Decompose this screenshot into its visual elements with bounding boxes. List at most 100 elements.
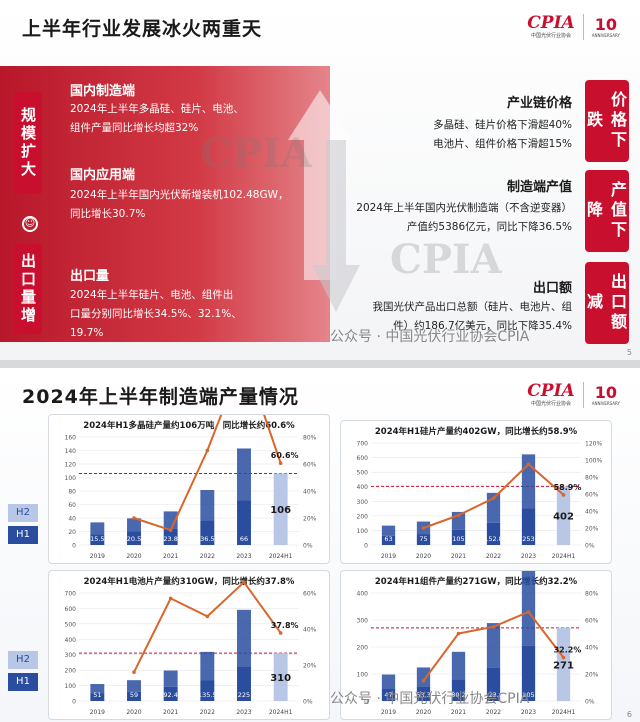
h1-value-label: 75 bbox=[419, 535, 427, 543]
slide-separator bbox=[0, 360, 640, 368]
h1-value-label: 152.8 bbox=[484, 535, 503, 543]
x-tick-label: 2022 bbox=[486, 553, 501, 560]
h1-value-label: 66 bbox=[240, 535, 248, 543]
export-value-drop-label: 出口额减 bbox=[584, 262, 629, 344]
y-tick-label: 0 bbox=[364, 543, 368, 550]
x-tick-label: 2023 bbox=[521, 553, 536, 560]
y2-tick-label: 0% bbox=[303, 699, 313, 706]
bar-h1 bbox=[521, 645, 536, 701]
growth-label: 32.2% bbox=[554, 646, 582, 655]
growth-point bbox=[242, 580, 246, 584]
x-tick-label: 2023 bbox=[236, 553, 251, 560]
h1-value-label: 225 bbox=[238, 691, 250, 699]
x-tick-label: 2021 bbox=[163, 553, 178, 560]
chart-svg: 2024年H1电池片产量约310GW，同比增长约37.8% 0 100 200 300 4… bbox=[65, 576, 317, 716]
h1-value-label: 63 bbox=[384, 535, 392, 543]
cpia-watermark: CPIA bbox=[200, 130, 312, 177]
growth-point bbox=[456, 513, 461, 518]
y-tick-label: 700 bbox=[65, 591, 77, 598]
y2-tick-label: 80% bbox=[585, 591, 599, 598]
x-tick-label: 2019 bbox=[90, 553, 105, 560]
y2-tick-label: 60% bbox=[585, 492, 599, 499]
x-tick-label: 2024H1 bbox=[269, 709, 293, 716]
growth-point bbox=[278, 461, 283, 465]
chart-svg: 2024年H1硅片产量约402GW，同比增长约58.9% 0 100 200 300 40… bbox=[357, 426, 603, 560]
bar-h2 bbox=[381, 525, 396, 536]
bar-h1 bbox=[451, 529, 466, 545]
y-tick-label: 140 bbox=[65, 448, 77, 455]
growth-point bbox=[205, 448, 210, 453]
right-text-chain-price: 多晶硅、硅片价格下滑超40% 电池片、组件价格下滑超15% bbox=[433, 119, 572, 150]
y-tick-label: 600 bbox=[65, 606, 77, 613]
right-heading-output-value: 制造端产值 bbox=[506, 180, 572, 195]
h1-value-label: 36.5 bbox=[200, 535, 214, 543]
x-tick-label: 2022 bbox=[486, 709, 501, 716]
bar-h2 bbox=[200, 489, 215, 521]
output-drop-label: 产值下降 bbox=[584, 170, 629, 252]
bar-h1 bbox=[486, 667, 501, 701]
left-text-domestic-manufacturing: 2024年上半年多晶硅、硅片、电池、 组件产量同比增长均超32% bbox=[70, 103, 244, 134]
y-tick-label: 400 bbox=[357, 591, 369, 598]
cpia-logo: CPIA 中国光伏行业协会 bbox=[527, 381, 575, 408]
legend-h2: H2 bbox=[8, 651, 38, 669]
y-tick-label: 0 bbox=[72, 543, 76, 550]
bar-h1 bbox=[200, 520, 215, 545]
header-logos: CPIA 中国光伏行业协会 10 ANNIVERSARY bbox=[527, 14, 620, 40]
bar-h2 bbox=[237, 448, 251, 501]
y-tick-label: 300 bbox=[65, 652, 77, 659]
right-heading-chain-price: 产业链价格 bbox=[506, 96, 572, 111]
growth-point bbox=[526, 610, 531, 614]
bar-h1 bbox=[163, 686, 178, 701]
bar-h2 bbox=[486, 623, 501, 668]
y-tick-label: 120 bbox=[65, 462, 77, 469]
y-tick-label: 0 bbox=[364, 699, 368, 706]
y-tick-label: 500 bbox=[357, 470, 369, 477]
y-tick-label: 160 bbox=[65, 435, 77, 442]
h1-value-label: 53.3 bbox=[416, 691, 430, 699]
y2-tick-label: 60% bbox=[585, 618, 599, 625]
growth-point bbox=[491, 496, 496, 501]
chart-title: 2024年H1电池片产量约310GW，同比增长约37.8% bbox=[84, 576, 295, 587]
page-number: 6 bbox=[626, 710, 632, 719]
y2-tick-label: 0% bbox=[303, 543, 313, 550]
bar-h2 bbox=[127, 680, 141, 692]
slide-title: 2024年上半年制造端产量情况 bbox=[22, 386, 299, 408]
bar-h1 bbox=[237, 666, 251, 701]
growth-point bbox=[168, 528, 173, 532]
y-tick-label: 100 bbox=[65, 475, 77, 482]
h1-value-label: 51 bbox=[93, 691, 101, 699]
right-text-export-value: 我国光伏产品出口总额（硅片、电池片、组 件）约186.7亿美元，同比下降35.4% bbox=[372, 301, 573, 332]
y-tick-label: 500 bbox=[65, 621, 77, 628]
y-tick-label: 200 bbox=[65, 668, 77, 675]
bar-h2 bbox=[90, 522, 105, 535]
growth-panel bbox=[0, 66, 330, 342]
y-tick-label: 300 bbox=[357, 499, 369, 506]
left-heading-domestic-manufacturing: 国内制造端 bbox=[70, 84, 136, 99]
legend-h1: H1 bbox=[8, 526, 38, 544]
growth-point bbox=[456, 631, 461, 636]
y-tick-label: 80 bbox=[68, 489, 76, 496]
bar-h1 bbox=[273, 473, 288, 545]
y-tick-label: 200 bbox=[357, 645, 369, 652]
h1-value-label: 105 bbox=[452, 535, 464, 543]
h1-value-label: 15.5 bbox=[90, 535, 104, 543]
h1-value-label: 205 bbox=[522, 691, 534, 699]
growth-point bbox=[491, 624, 496, 629]
y-tick-label: 200 bbox=[357, 513, 369, 520]
chart-svg: 2024年H1多晶硅产量约106万吨，同比增长约60.6% 0 20 40 60 80 10… bbox=[65, 415, 317, 560]
chart-title: 2024年H1组件产量约271GW，同比增长约32.2% bbox=[375, 576, 578, 587]
slide-manufacturing-output: 2024年上半年制造端产量情况 CPIA 中国光伏行业协会 10 ANNIVER… bbox=[0, 368, 640, 722]
chart-svg: 2024年H1组件产量约271GW，同比增长约32.2% 0 100 200 300 40… bbox=[357, 571, 599, 716]
y-tick-label: 0 bbox=[72, 699, 76, 706]
cpia-logo: CPIA 中国光伏行业协会 bbox=[527, 13, 575, 40]
x-tick-label: 2022 bbox=[200, 553, 215, 560]
right-text-output-value: 2024年上半年国内光伏制造端（不含逆变器） 产值约5386亿元，同比下降36.5… bbox=[356, 202, 572, 233]
bar-h1 bbox=[451, 679, 466, 701]
growth-point bbox=[132, 670, 136, 674]
legend-h1: H1 bbox=[8, 673, 38, 691]
y-tick-label: 100 bbox=[65, 683, 77, 690]
y-tick-label: 400 bbox=[357, 484, 369, 491]
bar-h1 bbox=[486, 522, 501, 545]
left-text-export-volume: 2024年上半年硅片、电池、组件出 口量分别同比增长34.5%、32.1%、 19.… bbox=[70, 289, 242, 339]
x-tick-label: 2020 bbox=[416, 709, 431, 716]
